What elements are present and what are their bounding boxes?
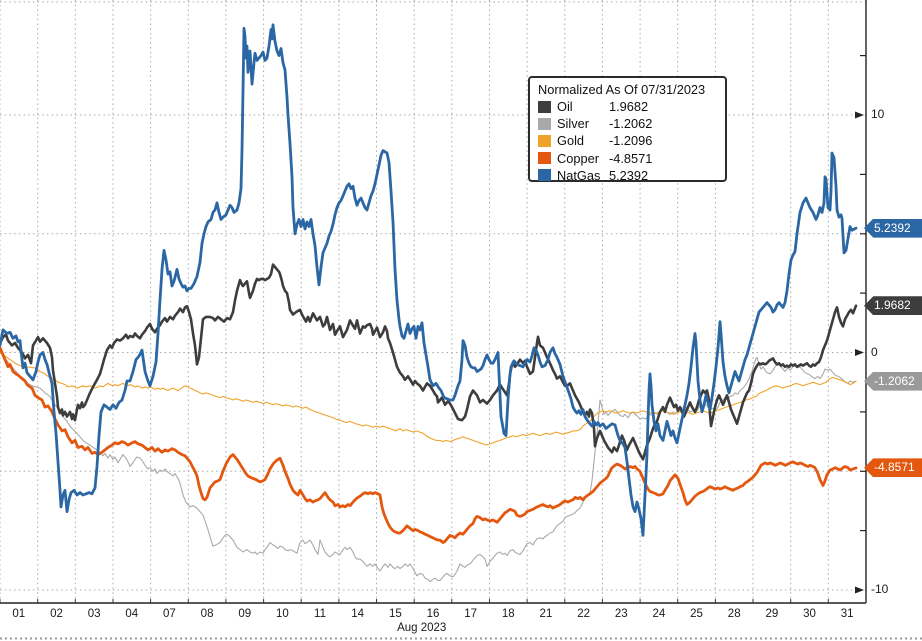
x-tick-label: 30	[803, 608, 816, 620]
legend-series-name: Oil	[557, 99, 573, 115]
legend-series-name: NatGas	[557, 167, 601, 183]
x-tick-label: 16	[426, 608, 440, 620]
x-tick-label: 18	[501, 608, 515, 620]
x-tick-label: 25	[690, 608, 703, 620]
legend-row-silver: Silver -1.2062	[538, 115, 719, 132]
legend-row-gold: Gold -1.2096	[538, 132, 719, 149]
legend-series-name: Gold	[557, 133, 585, 149]
x-axis-month-label: Aug 2023	[397, 622, 447, 634]
x-tick-label: 01	[12, 608, 26, 620]
last-value-badge-oil: 1.9682	[864, 296, 922, 316]
x-tick-label: 04	[125, 608, 139, 620]
x-tick-label: 31	[840, 608, 854, 620]
legend-title: Normalized As Of 07/31/2023	[538, 82, 706, 97]
legend-series-value: -1.2062	[609, 116, 653, 132]
x-tick-label: 24	[652, 608, 666, 620]
gold-color-swatch	[538, 134, 551, 147]
x-tick-label: 08	[200, 608, 214, 620]
y-tick-label-neg10: -10	[871, 582, 889, 596]
x-tick-label: 17	[464, 608, 478, 620]
legend-row-copper: Copper -4.8571	[538, 150, 719, 167]
natgas-color-swatch	[538, 169, 551, 182]
legend-series-name: Silver	[557, 116, 589, 132]
x-tick-label: 14	[351, 608, 365, 620]
legend-box: Normalized As Of 07/31/2023 Oil 1.9682 S…	[528, 76, 727, 184]
x-tick-label: 11	[314, 608, 326, 620]
x-tick-label: 07	[163, 608, 176, 620]
legend-series-value: -1.2096	[609, 133, 653, 149]
silver-color-swatch	[538, 117, 551, 130]
legend-series-value: 1.9682	[609, 99, 649, 115]
x-tick-label: 09	[238, 608, 252, 620]
x-tick-label: 29	[765, 608, 779, 620]
x-tick-label: 03	[87, 608, 101, 620]
x-tick-label: 02	[50, 608, 63, 620]
x-tick-label: 21	[539, 608, 553, 620]
x-tick-label: 28	[727, 608, 741, 620]
legend-row-oil: Oil 1.9682	[538, 98, 719, 115]
x-tick-label: 10	[275, 608, 289, 620]
last-value-badge-copper: -4.8571	[864, 458, 922, 478]
legend-row-natgas: NatGas 5.2392	[538, 167, 719, 184]
x-tick-label: 22	[577, 608, 590, 620]
oil-color-swatch	[538, 100, 551, 113]
y-tick-label-10: 10	[871, 107, 885, 121]
legend-series-name: Copper	[557, 150, 599, 166]
legend-series-value: 5.2392	[609, 167, 649, 183]
x-tick-label: 23	[614, 608, 628, 620]
y-tick-label-0: 0	[871, 344, 878, 359]
last-value-badge-natgas: 5.2392	[864, 218, 922, 238]
x-tick-label: 15	[388, 608, 402, 620]
legend-series-value: -4.8571	[609, 150, 653, 166]
last-value-badge-silver: -1.2062	[864, 371, 922, 391]
copper-color-swatch	[538, 152, 551, 165]
